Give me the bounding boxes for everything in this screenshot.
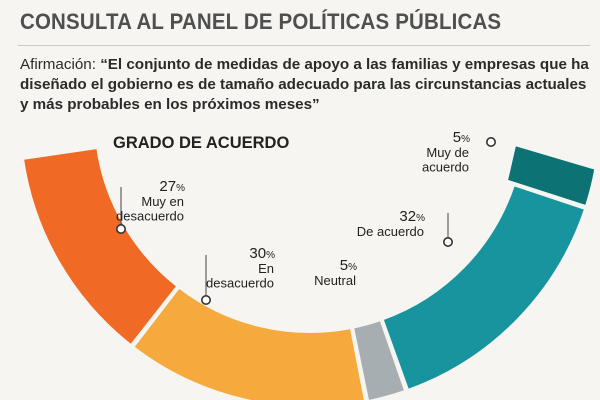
slice-en-desacuerdo [131,286,366,400]
data-label-name: Muy en [141,194,184,209]
slice-de-acuerdo [381,183,587,392]
chart-labels: 27%Muy endesacuerdo30%Endesacuerdo5%Neut… [116,129,496,305]
value-number: 5 [453,129,461,146]
slice-muy-de-acuerdo [505,143,597,208]
label-de-acuerdo: 32%De acuerdo [357,208,453,248]
data-label-value: 5% [340,257,357,274]
label-dot [116,224,127,235]
label-dot [442,237,453,248]
data-label-value: 32% [399,208,425,225]
label-dot [201,294,212,305]
value-unit: % [416,213,425,224]
value-number: 5 [340,257,348,274]
data-label-value: 30% [249,245,275,262]
chart-slices [21,143,597,400]
data-label-value: 5% [453,129,470,146]
value-unit: % [461,134,470,145]
value-unit: % [176,183,185,194]
value-number: 27 [159,178,176,195]
data-label-name: De acuerdo [357,224,424,239]
slice-muy-en-desacuerdo [21,146,179,347]
page-title: CONSULTA AL PANEL DE POLÍTICAS PÚBLICAS [20,9,502,34]
chart-title: GRADO DE ACUERDO [113,134,289,152]
data-label-name: acuerdo [422,160,469,175]
label-neutral: 5%Neutral [314,257,357,288]
statement-text: “El conjunto de medidas de apoyo a las f… [20,56,589,113]
statement-label: Afirmación: [20,56,101,73]
value-number: 30 [249,245,266,262]
statement: Afirmación: “El conjunto de medidas de a… [20,55,595,115]
data-label-name: Neutral [314,273,356,288]
data-label-name: desacuerdo [206,276,274,291]
slice-neutral [351,318,407,400]
value-unit: % [348,262,357,273]
data-label-name: Muy de [426,145,469,160]
value-number: 32 [399,208,416,225]
title-divider [18,45,590,46]
value-unit: % [266,250,275,261]
label-dot [485,137,496,148]
data-label-name: desacuerdo [116,209,184,224]
data-label-name: En [258,261,274,276]
data-label-value: 27% [159,178,185,195]
